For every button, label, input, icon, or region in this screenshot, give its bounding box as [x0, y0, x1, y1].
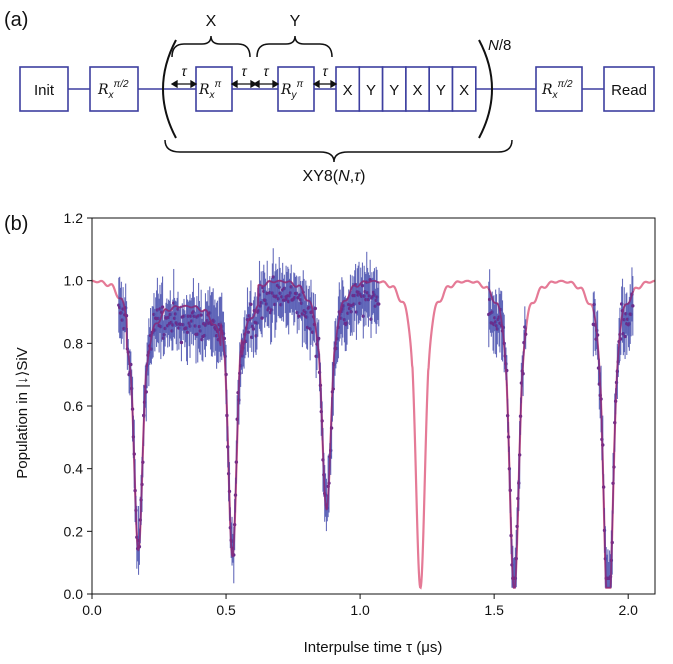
- data-point-51: [160, 305, 165, 309]
- data-point-284: [360, 283, 365, 288]
- pi-x-pulse-label: Rxπ: [198, 79, 222, 101]
- x-tick-label-1: 0.5: [216, 602, 236, 618]
- read-label: Read: [611, 82, 647, 99]
- pi2-pulse-box-start: [89, 66, 139, 112]
- chart-panel: (b) 0.0 0.5 1.0 1.5 2.0 0.0 0.2 0.4 0.6 0.8 1.0 1.2…: [4, 210, 656, 656]
- init-label: Init: [34, 82, 55, 99]
- sequence-box-label-1: X: [343, 82, 353, 99]
- x-tick-label-4: 2.0: [618, 602, 638, 618]
- plot-area: [91, 248, 656, 590]
- pi-x-pulse-box: [195, 66, 233, 112]
- pi2-pulse-label-start: Rxπ/2: [97, 79, 129, 101]
- pi-y-pulse-label: Ryπ: [280, 79, 304, 101]
- data-point-209: [296, 296, 300, 300]
- pi-y-pulse-box: [277, 66, 315, 112]
- y-tick-label-2: 0.4: [64, 461, 84, 477]
- left-parenthesis: [162, 39, 177, 139]
- tau-label-3: τ: [263, 63, 269, 79]
- xy8-label: XY8(N,τ): [303, 168, 366, 185]
- y-axis-label: Population in |↓⟩SiV: [14, 347, 31, 479]
- x-tick-label-3: 1.5: [484, 602, 504, 618]
- tau-label-4: τ: [322, 63, 328, 79]
- data-point-73: [179, 340, 184, 345]
- y-tick-label-5: 1.0: [64, 273, 84, 289]
- tau-arrows: [170, 79, 338, 89]
- fit-overlay-3: [592, 290, 634, 589]
- read-box: [603, 66, 655, 112]
- fit-overlay-1: [118, 279, 379, 558]
- data-point-229: [313, 306, 317, 311]
- pi2-pulse-label-end: Rxπ/2: [541, 79, 573, 101]
- fit-overlay-2: [488, 288, 527, 589]
- init-box: [19, 66, 69, 112]
- sequence-box-label-6: X: [459, 82, 469, 99]
- data-point-151: [246, 330, 251, 334]
- brace-y: [256, 35, 333, 58]
- data-point-157: [251, 327, 256, 331]
- right-parenthesis: [478, 39, 493, 139]
- data-series: [117, 248, 635, 588]
- data-point-154: [249, 302, 253, 306]
- x-tick-label-2: 1.0: [350, 602, 370, 618]
- sequence-box-label-3: Y: [389, 82, 399, 99]
- x-axis-label: Interpulse time τ (μs): [304, 639, 443, 656]
- y-tick-label-0: 0.0: [64, 586, 84, 602]
- sequence-box-label-2: Y: [366, 82, 376, 99]
- data-point-167: [260, 316, 264, 320]
- y-tick-label-4: 0.8: [64, 335, 84, 351]
- sequence-box-label-4: X: [413, 82, 423, 99]
- axes: 0.0 0.5 1.0 1.5 2.0 0.0 0.2 0.4 0.6 0.8 1.0 1.2: [64, 210, 656, 618]
- tau-label-2: τ: [241, 63, 247, 79]
- brace-x: [171, 35, 251, 58]
- data-point-210: [297, 314, 301, 318]
- sequence-box-label-5: Y: [436, 82, 446, 99]
- y-tick-label-1: 0.2: [64, 523, 84, 539]
- pi2-pulse-box-end: [535, 66, 583, 112]
- data-point-394: [631, 304, 635, 308]
- data-point-96: [199, 313, 203, 317]
- data-point-80: [185, 330, 190, 334]
- brace-y-label: Y: [290, 13, 301, 30]
- brace-x-label: X: [206, 13, 217, 30]
- x-tick-label-0: 0.0: [82, 602, 102, 618]
- panel-a-label: (a): [4, 9, 28, 31]
- data-point-385: [623, 334, 627, 339]
- repeat-label: N/8: [488, 37, 511, 54]
- brace-xy8: [164, 139, 513, 163]
- data-point-303: [377, 302, 381, 306]
- y-tick-label-3: 0.6: [64, 398, 84, 414]
- tau-label-1: τ: [181, 63, 187, 79]
- panel-b-label: (b): [4, 213, 28, 235]
- y-tick-label-6: 1.2: [64, 210, 84, 226]
- sequence-box-6: [451, 66, 477, 112]
